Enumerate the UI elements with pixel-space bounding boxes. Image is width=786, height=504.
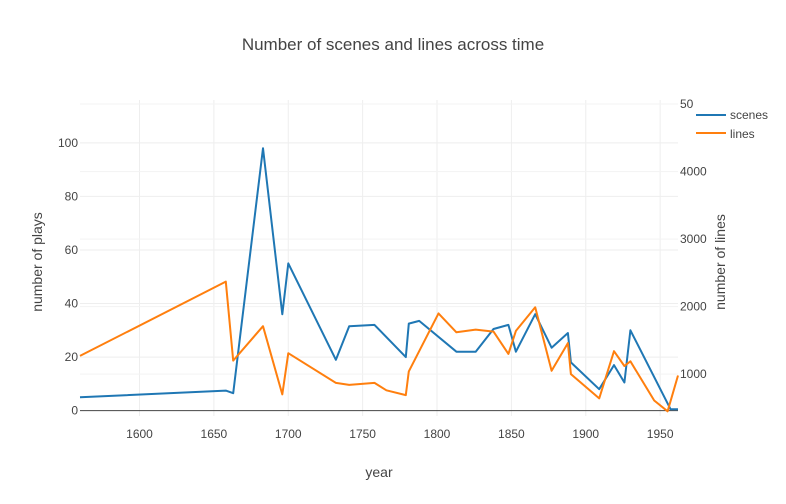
x-axis-title: year <box>365 464 393 480</box>
x-tick-label: 1650 <box>201 427 228 441</box>
gridlines <box>80 100 678 416</box>
lines-series-line <box>79 280 679 413</box>
y-tick-label: 40 <box>65 297 79 311</box>
chart-title: Number of scenes and lines across time <box>242 35 544 54</box>
x-tick-label: 1850 <box>498 427 525 441</box>
x-tick-label: 1900 <box>572 427 599 441</box>
scenes-series-line <box>79 147 678 411</box>
y-tick-label: 100 <box>58 136 78 150</box>
x-tick-label: 1800 <box>424 427 451 441</box>
y2-tick-label: 2000 <box>680 300 707 314</box>
y2-tick-label: 1000 <box>680 367 707 381</box>
plot-area[interactable] <box>79 147 679 413</box>
x-tick-label: 1750 <box>349 427 376 441</box>
legend-item-scenes[interactable]: scenes <box>696 108 768 122</box>
y2-axis-ticks: 1000 2000 3000 4000 50 <box>680 97 707 381</box>
y-tick-label: 0 <box>71 404 78 418</box>
x-tick-label: 1950 <box>647 427 674 441</box>
legend-item-lines[interactable]: lines <box>696 127 755 141</box>
y-tick-label: 80 <box>65 189 79 203</box>
x-tick-label: 1700 <box>275 427 302 441</box>
y-tick-label: 20 <box>65 350 79 364</box>
legend[interactable]: scenes lines <box>696 108 768 141</box>
x-tick-label: 1600 <box>126 427 153 441</box>
y2-tick-label: 3000 <box>680 232 707 246</box>
y2-tick-label: 50 <box>680 97 694 111</box>
y-axis-title: number of plays <box>29 212 45 312</box>
y2-tick-label: 4000 <box>680 165 707 179</box>
x-axis-ticks: 1600 1650 1700 1750 1800 1850 1900 1950 <box>126 427 674 441</box>
y-tick-label: 60 <box>65 243 79 257</box>
legend-label-scenes: scenes <box>730 108 768 122</box>
y2-axis-title: number of lines <box>712 214 728 310</box>
y-axis-ticks: 0 20 40 60 80 100 <box>58 136 78 418</box>
legend-label-lines: lines <box>730 127 755 141</box>
